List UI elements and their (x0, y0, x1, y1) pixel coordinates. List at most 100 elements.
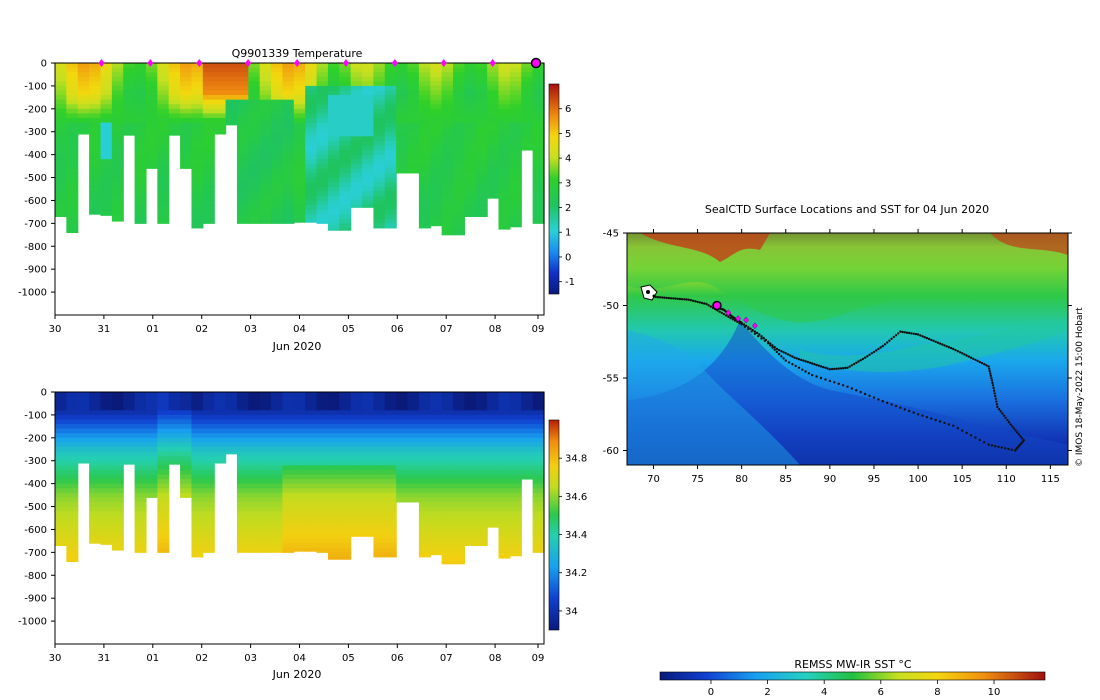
field-cell (487, 414, 500, 420)
field-cell (282, 424, 295, 430)
field-cell (316, 131, 329, 137)
field-cell (282, 218, 295, 224)
field-cell (191, 460, 204, 466)
field-cell (180, 63, 193, 69)
field-cell (55, 104, 67, 110)
field-cell (111, 214, 124, 220)
field-cell (180, 81, 193, 87)
field-cell (282, 501, 295, 508)
field-cell (521, 117, 534, 124)
field-cell (498, 159, 511, 165)
field-cell (498, 469, 511, 475)
field-cell (191, 108, 204, 114)
field-cell (89, 433, 102, 439)
field-cell (362, 63, 375, 69)
field-cell (339, 227, 352, 231)
x-tick-label: 30 (49, 324, 62, 335)
field-cell (441, 534, 454, 540)
field-cell (509, 534, 522, 540)
field-cell (236, 460, 249, 466)
field-cell (180, 465, 193, 471)
field-cell (214, 63, 227, 69)
field-cell (418, 108, 431, 114)
field-cell (362, 392, 375, 398)
field-cell (453, 232, 465, 236)
field-cell (100, 214, 113, 216)
field-cell (225, 446, 238, 453)
field-cell (77, 442, 90, 448)
track-point (801, 368, 804, 371)
profile-column (111, 392, 124, 551)
field-cell (100, 534, 113, 540)
field-cell (271, 419, 284, 425)
field-cell (305, 511, 318, 517)
field-cell (282, 72, 295, 78)
field-cell (77, 419, 90, 425)
lon-tick-label: 95 (868, 474, 881, 485)
field-cell (430, 524, 443, 530)
field-cell (100, 433, 113, 439)
field-cell (362, 154, 375, 160)
field-cell (532, 442, 545, 448)
field-cell (66, 218, 79, 224)
field-cell (441, 492, 454, 498)
field-cell (441, 419, 454, 425)
field-cell (509, 474, 522, 480)
field-cell (532, 524, 545, 530)
track-point (886, 341, 889, 344)
field-cell (430, 501, 443, 508)
field-cell (225, 419, 238, 425)
field-cell (327, 63, 340, 69)
field-cell (453, 529, 465, 535)
field-cell (498, 76, 511, 82)
field-cell (532, 451, 545, 457)
field-cell (418, 90, 431, 96)
field-cell (111, 122, 124, 128)
field-cell (157, 534, 170, 540)
field-cell (430, 218, 443, 224)
field-cell (487, 104, 500, 110)
field-cell (236, 186, 249, 192)
field-cell (339, 72, 352, 78)
field-cell (441, 456, 454, 462)
salinity-x-axis: 30 31 01 02 03 04 05 06 07 08 09 (49, 644, 544, 664)
field-cell (441, 177, 454, 183)
field-cell (487, 405, 500, 411)
field-cell (509, 76, 522, 82)
field-cell (362, 122, 375, 128)
field-cell (111, 451, 124, 457)
surface-marker (98, 59, 105, 67)
field-cell (168, 437, 181, 443)
field-cell (487, 483, 500, 489)
field-cell (418, 163, 431, 169)
field-cell (180, 488, 193, 494)
field-cell (453, 433, 465, 439)
field-cell (100, 104, 113, 110)
field-cell (521, 85, 534, 91)
field-cell (464, 488, 477, 494)
field-cell (134, 437, 147, 443)
field-cell (339, 433, 352, 439)
field-cell (282, 209, 295, 215)
field-cell (202, 424, 215, 430)
field-cell (396, 145, 409, 151)
field-cell (259, 67, 272, 73)
field-cell (66, 90, 79, 96)
field-cell (305, 433, 318, 439)
field-cell (418, 479, 431, 485)
field-cell (100, 524, 113, 530)
field-cell (498, 405, 511, 411)
field-cell (509, 182, 522, 188)
field-cell (157, 95, 170, 101)
field-cell (168, 127, 181, 133)
field-cell (259, 127, 272, 133)
field-cell (453, 520, 465, 526)
field-cell (77, 76, 90, 82)
field-cell (100, 168, 113, 174)
field-cell (396, 396, 409, 402)
field-cell (293, 497, 306, 503)
x-tick-label: 07 (440, 653, 453, 664)
field-cell (89, 154, 102, 160)
field-cell (453, 104, 465, 110)
field-cell (487, 410, 500, 416)
